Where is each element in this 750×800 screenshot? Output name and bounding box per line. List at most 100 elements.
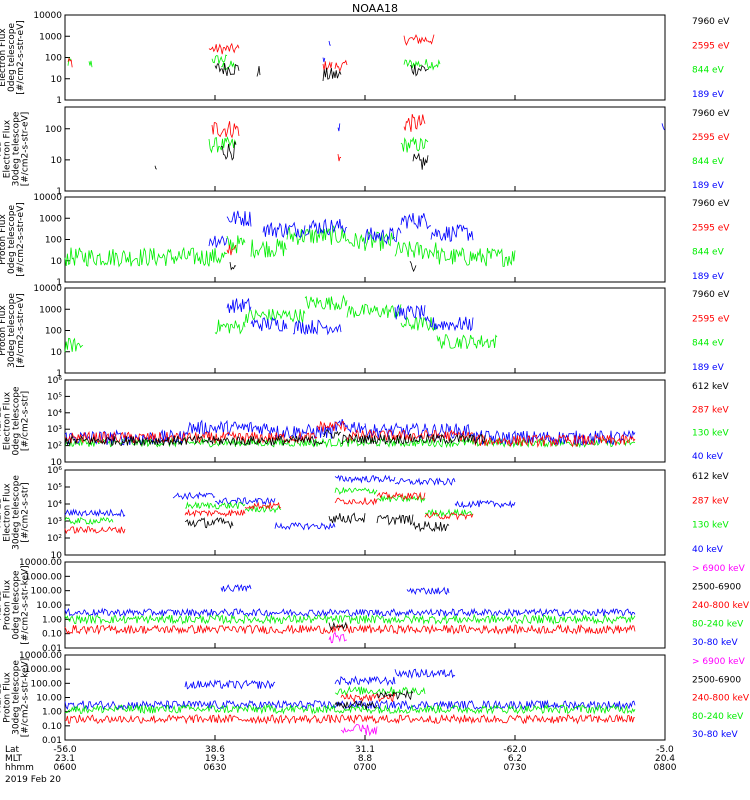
y-tick-label: 10³ [47,517,62,527]
ylabel-line: [#/cm2-s-str-eV] [16,293,26,368]
y-tick-label: 10000.00 [19,558,62,568]
y-tick-label: 10⁴ [47,409,62,419]
y-tick-label: 100 [45,327,62,337]
legend-entry: 189 eV [692,363,725,373]
panel-5-frame [64,379,666,463]
y-tick-label: 100 [45,54,62,64]
panel-3-series-black [229,261,417,273]
panel-1-series-red [67,34,435,73]
y-tick-label: 10⁶ [47,376,62,386]
y-tick-label: 10000.00 [19,651,62,661]
y-tick-label: 0.10 [42,722,62,732]
y-tick-label: 100.00 [31,587,63,597]
y-tick-label: 1 [56,369,62,379]
legend-entry: 189 eV [692,181,725,191]
date-label: 2019 Feb 20 [5,775,61,785]
x-tick-label: 6.2 [508,754,522,764]
legend-entry: 7960 eV [692,17,730,27]
panel-2-series-red [211,113,426,162]
y-tick-label: 1.00 [42,708,62,718]
figure-title: NOAA18 [352,2,398,15]
ylabel-line: TED [0,140,4,159]
y-tick-label: 100 [45,125,62,135]
panel-6-series-black [184,512,450,533]
ylabel-line: 30deg telescope [12,111,22,186]
legend-entry: 2595 eV [692,223,730,233]
y-tick-label: 10.00 [36,601,62,611]
panel-7-series-green [64,613,636,625]
panel-6-series-red [64,491,474,535]
ylabel-line: 0deg telescope [12,570,22,640]
x-tick-label: 20.4 [655,754,675,764]
y-tick-label: 10 [51,348,63,358]
legend-entry: 2595 eV [692,41,730,51]
y-tick-label: 1 [56,187,62,197]
legend-entry: 40 keV [692,545,724,555]
panel-3: 1 10 100 1000 10000 Proton Flux0deg telescope… [0,193,730,288]
panel-1-series-black [214,62,428,82]
y-tick-label: 10000 [33,11,62,21]
ylabel-line: MEPED [0,497,4,529]
ylabel-line: MEPED [0,682,4,714]
ylabel-line: [#/cm2-s-str] [21,482,31,542]
ylabel-line: Electron Flux [3,119,13,178]
panel-7-series-red [64,623,636,635]
panel-2: 1 10 100 TEDElectron Flux30deg telescope[#/… [0,106,730,197]
panel-8-series-blue [64,668,636,711]
y-tick-label: 1000 [39,32,62,42]
y-tick-label: 10 [51,75,63,85]
panel-1-frame [64,14,666,101]
y-tick-label: 0.10 [42,630,62,640]
legend-entry: 2500-6900 [692,675,741,685]
legend-entry: 612 keV [692,472,729,482]
ylabel-line: Proton Flux [0,305,8,356]
legend-entry: 612 keV [692,382,729,392]
x-tick-label: 31.1 [355,745,375,755]
panel-8: 0.010.101.0010.00100.001000.0010000.00ME… [0,651,750,746]
ylabel-line: [#/cm2-s-str] [21,391,31,451]
x-tick-label: 0730 [504,763,527,773]
x-axis-labels: Lat -56.0 38.6 31.1 -62.0 -5.0 MLT 23.1 19.3 8.8 6… [5,745,677,773]
panel-7: 0.010.101.0010.00100.001000.0010000.00ME… [0,558,750,654]
y-tick-label: 1.00 [42,615,62,625]
panel-3-series-green [64,225,516,268]
ylabel-line: MEPED [0,589,4,621]
y-tick-label: 10000 [33,193,62,203]
ylabel-line: 0deg telescope [12,386,22,456]
panel-3-series-blue [208,210,474,248]
legend-entry: 7960 eV [692,109,730,119]
x-tick-label: 8.8 [358,754,373,764]
x-tick-label: -5.0 [656,745,674,755]
legend-entry: 844 eV [692,157,725,167]
panel-1-series-green [67,54,441,71]
panel-7-ylabel: MEPEDProton Flux0deg telescope[#/cm2-s-s… [0,565,31,644]
panel-8-series-black [334,689,414,711]
ylabel-line: [#/cm2-s-str-eV] [16,202,26,277]
y-tick-label: 1000.00 [25,572,62,582]
y-tick-label: 100 [45,236,62,246]
ylabel-line: Electron Flux [3,483,13,542]
legend-entry: 240-800 keV [692,601,750,611]
legend-entry: 7960 eV [692,290,730,300]
ylabel-line: Proton Flux [3,579,13,630]
ylabel-line: [#/cm2-s-str-keV] [21,565,31,644]
x-tick-label: 0700 [354,763,377,773]
legend-entry: > 6900 keV [692,564,746,574]
legend-entry: 130 keV [692,429,729,439]
y-tick-label: 10 [51,156,63,166]
ylabel-line: 30deg telescope [7,293,17,368]
panel-2-series-green [208,136,429,154]
legend-entry: 30-80 keV [692,638,738,648]
legend-entry: 240-800 keV [692,694,750,704]
panel-4-ylabel: Proton Flux30deg telescope[#/cm2-s-str-e… [0,293,26,368]
ylabel-line: Electron Flux [3,391,13,450]
panel-7-frame [64,561,666,649]
legend-entry: 189 eV [692,90,725,100]
y-tick-label: 100.00 [31,679,63,689]
x-tick-label: -62.0 [503,745,527,755]
y-tick-label: 10⁶ [47,466,62,476]
ylabel-line: 30deg telescope [12,660,22,735]
x-row-label: Lat [5,745,20,755]
ylabel-line: Proton Flux [3,672,13,723]
